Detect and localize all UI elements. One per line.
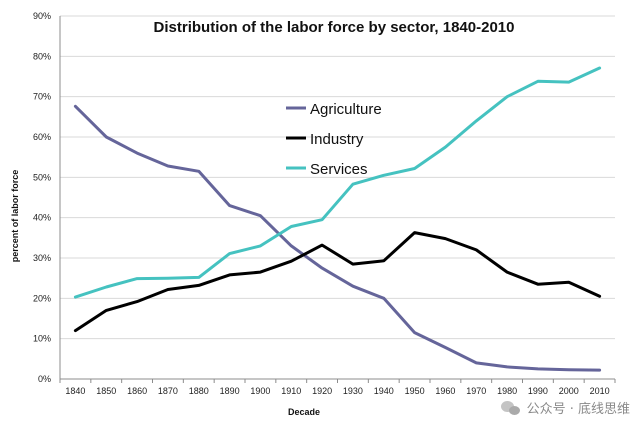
chart-title: Distribution of the labor force by secto… xyxy=(154,19,515,36)
x-tick-label: 1870 xyxy=(158,386,178,396)
gridlines xyxy=(59,15,615,380)
legend-label: Services xyxy=(310,161,368,178)
y-axis-title: percent of labor force xyxy=(10,170,20,263)
x-tick-label: 1960 xyxy=(435,386,455,396)
y-tick-label: 60% xyxy=(33,132,51,142)
y-tick-label: 30% xyxy=(33,253,51,263)
x-tick-label: 1850 xyxy=(96,386,116,396)
legend: Agriculture Industry Services xyxy=(286,101,382,178)
watermark-text: 公众号 · 底线思维 xyxy=(526,402,630,417)
y-tick-label: 40% xyxy=(33,213,51,223)
x-tick-label: 1920 xyxy=(312,386,332,396)
x-tick-label: 1950 xyxy=(405,386,425,396)
y-tick-label: 50% xyxy=(33,172,51,182)
x-tick-label: 2000 xyxy=(559,386,579,396)
x-tick-label: 1890 xyxy=(220,386,240,396)
x-tick-label: 1980 xyxy=(497,386,517,396)
wechat-icon xyxy=(500,400,521,416)
y-tick-label: 90% xyxy=(33,11,51,21)
watermark: 公众号 · 底线思维 xyxy=(500,398,630,417)
series-line-agriculture xyxy=(73,104,602,372)
x-tick-label: 1930 xyxy=(343,386,363,396)
y-tick-label: 80% xyxy=(33,51,51,61)
y-tick-label: 20% xyxy=(33,293,51,303)
x-tick-label: 1940 xyxy=(374,386,394,396)
x-tick-label: 1970 xyxy=(466,386,486,396)
series-line-industry xyxy=(73,231,602,333)
x-tick-label: 1990 xyxy=(528,386,548,396)
y-tick-label: 0% xyxy=(38,374,51,384)
x-tick-label: 2010 xyxy=(590,386,610,396)
legend-label: Industry xyxy=(310,131,364,148)
legend-label: Agriculture xyxy=(310,101,382,118)
y-tick-label: 10% xyxy=(33,334,51,344)
series-lines xyxy=(73,66,602,372)
series-line-services xyxy=(73,66,602,299)
x-tick-label: 1880 xyxy=(189,386,209,396)
x-axis: 1840 1850 1860 1870 1880 1890 1900 1910 1920 1930… xyxy=(59,379,616,396)
x-axis-title: Decade xyxy=(288,407,320,417)
x-tick-label: 1910 xyxy=(281,386,301,396)
x-tick-label: 1840 xyxy=(65,386,85,396)
y-axis: 0% 10% 20% 30% 40% 50% 60% 70% 80% 90% xyxy=(33,11,51,384)
x-tick-label: 1900 xyxy=(250,386,270,396)
y-tick-label: 70% xyxy=(33,92,51,102)
x-tick-label: 1860 xyxy=(127,386,147,396)
